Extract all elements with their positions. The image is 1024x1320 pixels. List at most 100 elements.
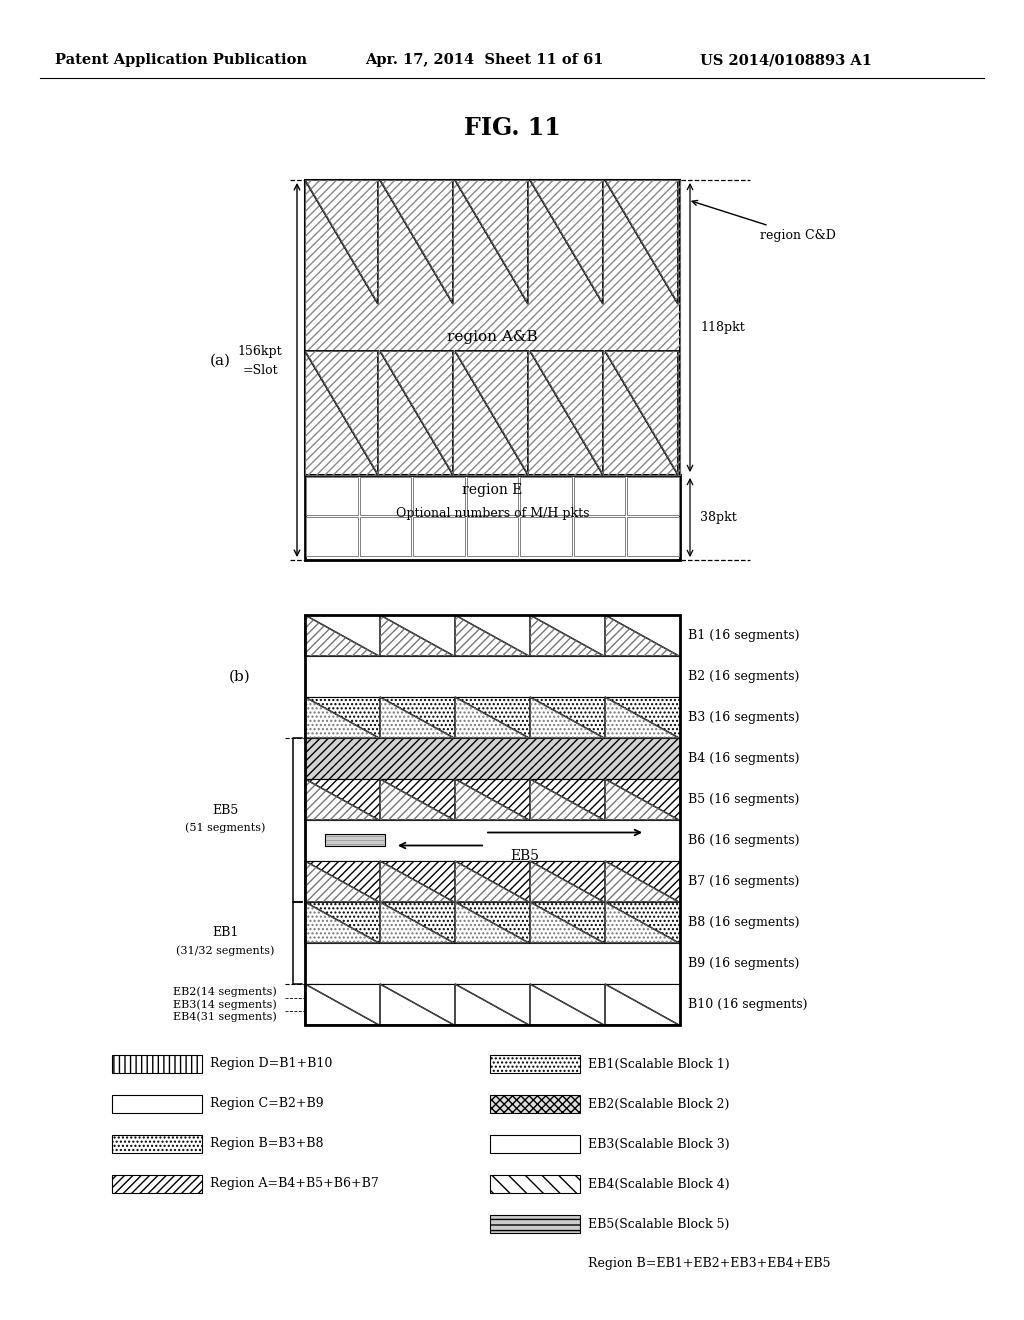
Bar xyxy=(112,1055,202,1073)
Text: Region B=EB1+EB2+EB3+EB4+EB5: Region B=EB1+EB2+EB3+EB4+EB5 xyxy=(588,1258,830,1270)
Polygon shape xyxy=(455,697,529,738)
Polygon shape xyxy=(455,902,529,942)
Text: EB1: EB1 xyxy=(212,927,239,940)
Bar xyxy=(628,517,679,556)
Polygon shape xyxy=(380,902,454,942)
Polygon shape xyxy=(530,351,603,475)
Bar xyxy=(305,738,680,779)
Polygon shape xyxy=(530,180,603,304)
Text: EB4(31 segments): EB4(31 segments) xyxy=(173,1011,276,1022)
Bar xyxy=(467,517,518,556)
Polygon shape xyxy=(305,779,379,820)
Bar xyxy=(305,983,680,1026)
Text: B4 (16 segments): B4 (16 segments) xyxy=(688,752,800,766)
Polygon shape xyxy=(380,983,454,1026)
Polygon shape xyxy=(530,983,604,1026)
Polygon shape xyxy=(605,983,679,1026)
Text: Region A=B4+B5+B6+B7: Region A=B4+B5+B6+B7 xyxy=(210,1177,379,1191)
Bar xyxy=(359,477,412,515)
Bar xyxy=(305,475,680,560)
Text: B3 (16 segments): B3 (16 segments) xyxy=(688,711,800,723)
Polygon shape xyxy=(305,697,379,738)
Bar xyxy=(305,820,680,861)
Bar xyxy=(306,517,357,556)
Text: region C&D: region C&D xyxy=(692,201,836,242)
Text: Region C=B2+B9: Region C=B2+B9 xyxy=(210,1097,324,1110)
Text: region E: region E xyxy=(462,483,522,498)
Bar xyxy=(490,1214,580,1233)
Text: EB3(Scalable Block 3): EB3(Scalable Block 3) xyxy=(588,1138,730,1151)
Text: EB5: EB5 xyxy=(511,849,540,862)
Bar xyxy=(490,1175,580,1193)
Bar xyxy=(305,779,680,820)
Bar xyxy=(305,656,680,697)
Text: Patent Application Publication: Patent Application Publication xyxy=(55,53,307,67)
Bar xyxy=(305,180,680,475)
Polygon shape xyxy=(605,779,679,820)
Polygon shape xyxy=(380,615,454,656)
Text: B1 (16 segments): B1 (16 segments) xyxy=(688,630,800,642)
Polygon shape xyxy=(455,983,529,1026)
Polygon shape xyxy=(605,861,679,902)
Text: Region D=B1+B10: Region D=B1+B10 xyxy=(210,1057,333,1071)
Polygon shape xyxy=(605,697,679,738)
Polygon shape xyxy=(455,779,529,820)
Polygon shape xyxy=(380,779,454,820)
Polygon shape xyxy=(605,615,679,656)
Bar xyxy=(305,697,680,738)
Bar xyxy=(413,517,465,556)
Bar xyxy=(520,477,571,515)
Bar xyxy=(305,615,680,1026)
Polygon shape xyxy=(305,983,379,1026)
Polygon shape xyxy=(380,351,453,475)
Bar xyxy=(112,1135,202,1152)
Bar xyxy=(573,517,626,556)
Bar xyxy=(325,833,385,846)
Text: Optional numbers of M/H pkts: Optional numbers of M/H pkts xyxy=(395,507,589,520)
Bar xyxy=(490,1096,580,1113)
Polygon shape xyxy=(305,351,378,475)
Bar xyxy=(112,1175,202,1193)
Bar xyxy=(490,1135,580,1152)
Text: Region B=B3+B8: Region B=B3+B8 xyxy=(210,1138,324,1151)
Text: EB5: EB5 xyxy=(212,804,239,817)
Text: EB5(Scalable Block 5): EB5(Scalable Block 5) xyxy=(588,1217,729,1230)
Bar xyxy=(467,477,518,515)
Bar xyxy=(306,477,357,515)
Polygon shape xyxy=(380,697,454,738)
Bar xyxy=(628,477,679,515)
Polygon shape xyxy=(530,697,604,738)
Bar xyxy=(305,861,680,902)
Polygon shape xyxy=(530,615,604,656)
Text: EB2(Scalable Block 2): EB2(Scalable Block 2) xyxy=(588,1097,729,1110)
Text: B9 (16 segments): B9 (16 segments) xyxy=(688,957,800,970)
Polygon shape xyxy=(605,902,679,942)
Text: B10 (16 segments): B10 (16 segments) xyxy=(688,998,808,1011)
Bar xyxy=(112,1096,202,1113)
Text: EB1(Scalable Block 1): EB1(Scalable Block 1) xyxy=(588,1057,730,1071)
Text: 118pkt: 118pkt xyxy=(700,321,744,334)
Bar xyxy=(520,517,571,556)
Polygon shape xyxy=(530,902,604,942)
Bar xyxy=(413,477,465,515)
Text: EB4(Scalable Block 4): EB4(Scalable Block 4) xyxy=(588,1177,730,1191)
Polygon shape xyxy=(305,902,379,942)
Text: FIG. 11: FIG. 11 xyxy=(464,116,560,140)
Bar xyxy=(305,902,680,942)
Polygon shape xyxy=(530,861,604,902)
Polygon shape xyxy=(455,180,528,304)
Text: B7 (16 segments): B7 (16 segments) xyxy=(688,875,800,888)
Text: US 2014/0108893 A1: US 2014/0108893 A1 xyxy=(700,53,872,67)
Text: 38pkt: 38pkt xyxy=(700,511,736,524)
Text: =Slot: =Slot xyxy=(243,363,278,376)
Bar xyxy=(490,1055,580,1073)
Text: (51 segments): (51 segments) xyxy=(184,822,265,833)
Bar xyxy=(573,477,626,515)
Polygon shape xyxy=(605,351,678,475)
Polygon shape xyxy=(455,615,529,656)
Bar xyxy=(305,942,680,983)
Polygon shape xyxy=(380,180,453,304)
Text: B5 (16 segments): B5 (16 segments) xyxy=(688,793,800,807)
Text: (a): (a) xyxy=(210,354,230,368)
Polygon shape xyxy=(305,180,378,304)
